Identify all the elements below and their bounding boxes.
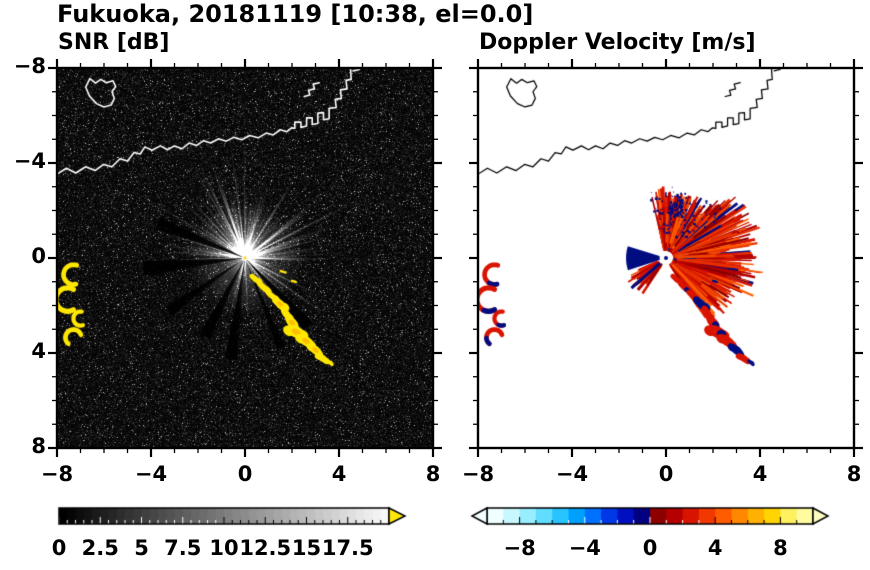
- y-tick-label: 0: [31, 244, 46, 268]
- y-tick-label: 8: [31, 434, 46, 458]
- x-tick-label-snr: 8: [425, 462, 441, 486]
- y-tick-label: −8: [13, 54, 46, 78]
- y-tick-label: −4: [13, 149, 46, 173]
- figure-title: Fukuoka, 20181119 [10:38, el=0.0]: [57, 0, 534, 28]
- x-tick-label-velocity: 8: [846, 462, 862, 486]
- snr-colorbar: [57, 506, 409, 526]
- snr-radar-image: [57, 68, 433, 448]
- velocity-colorbar-label: 4: [707, 536, 723, 560]
- x-tick-label-snr: −4: [134, 462, 168, 486]
- panel-title-snr: SNR [dB]: [58, 30, 170, 55]
- x-tick-label-snr: −8: [40, 462, 74, 486]
- panel-title-velocity: Doppler Velocity [m/s]: [479, 30, 756, 55]
- velocity-radar-image: [478, 68, 854, 448]
- x-tick-label-snr: 0: [237, 462, 253, 486]
- velocity-colorbar: [470, 506, 830, 526]
- x-tick-label-velocity: −4: [555, 462, 589, 486]
- x-tick-label-velocity: 0: [658, 462, 674, 486]
- snr-colorbar-label: 5: [134, 536, 149, 560]
- snr-axes-frame: [48, 59, 442, 457]
- x-tick-label-velocity: 4: [752, 462, 768, 486]
- y-tick-label: 4: [31, 339, 46, 363]
- velocity-colorbar-label: −8: [503, 536, 536, 560]
- snr-colorbar-label: 10: [209, 536, 239, 560]
- snr-colorbar-label: 17.5: [321, 536, 374, 560]
- velocity-colorbar-label: 8: [773, 536, 788, 560]
- velocity-colorbar-label: −4: [568, 536, 601, 560]
- snr-colorbar-label: 15: [291, 536, 322, 560]
- snr-colorbar-label: 2.5: [81, 536, 119, 560]
- snr-colorbar-label: 0: [51, 536, 67, 560]
- velocity-axes-frame: [469, 59, 863, 457]
- snr-colorbar-label: 7.5: [164, 536, 202, 560]
- snr-colorbar-label: 12.5: [239, 536, 292, 560]
- x-tick-label-snr: 4: [331, 462, 347, 486]
- velocity-colorbar-label: 0: [642, 536, 658, 560]
- x-tick-label-velocity: −8: [461, 462, 495, 486]
